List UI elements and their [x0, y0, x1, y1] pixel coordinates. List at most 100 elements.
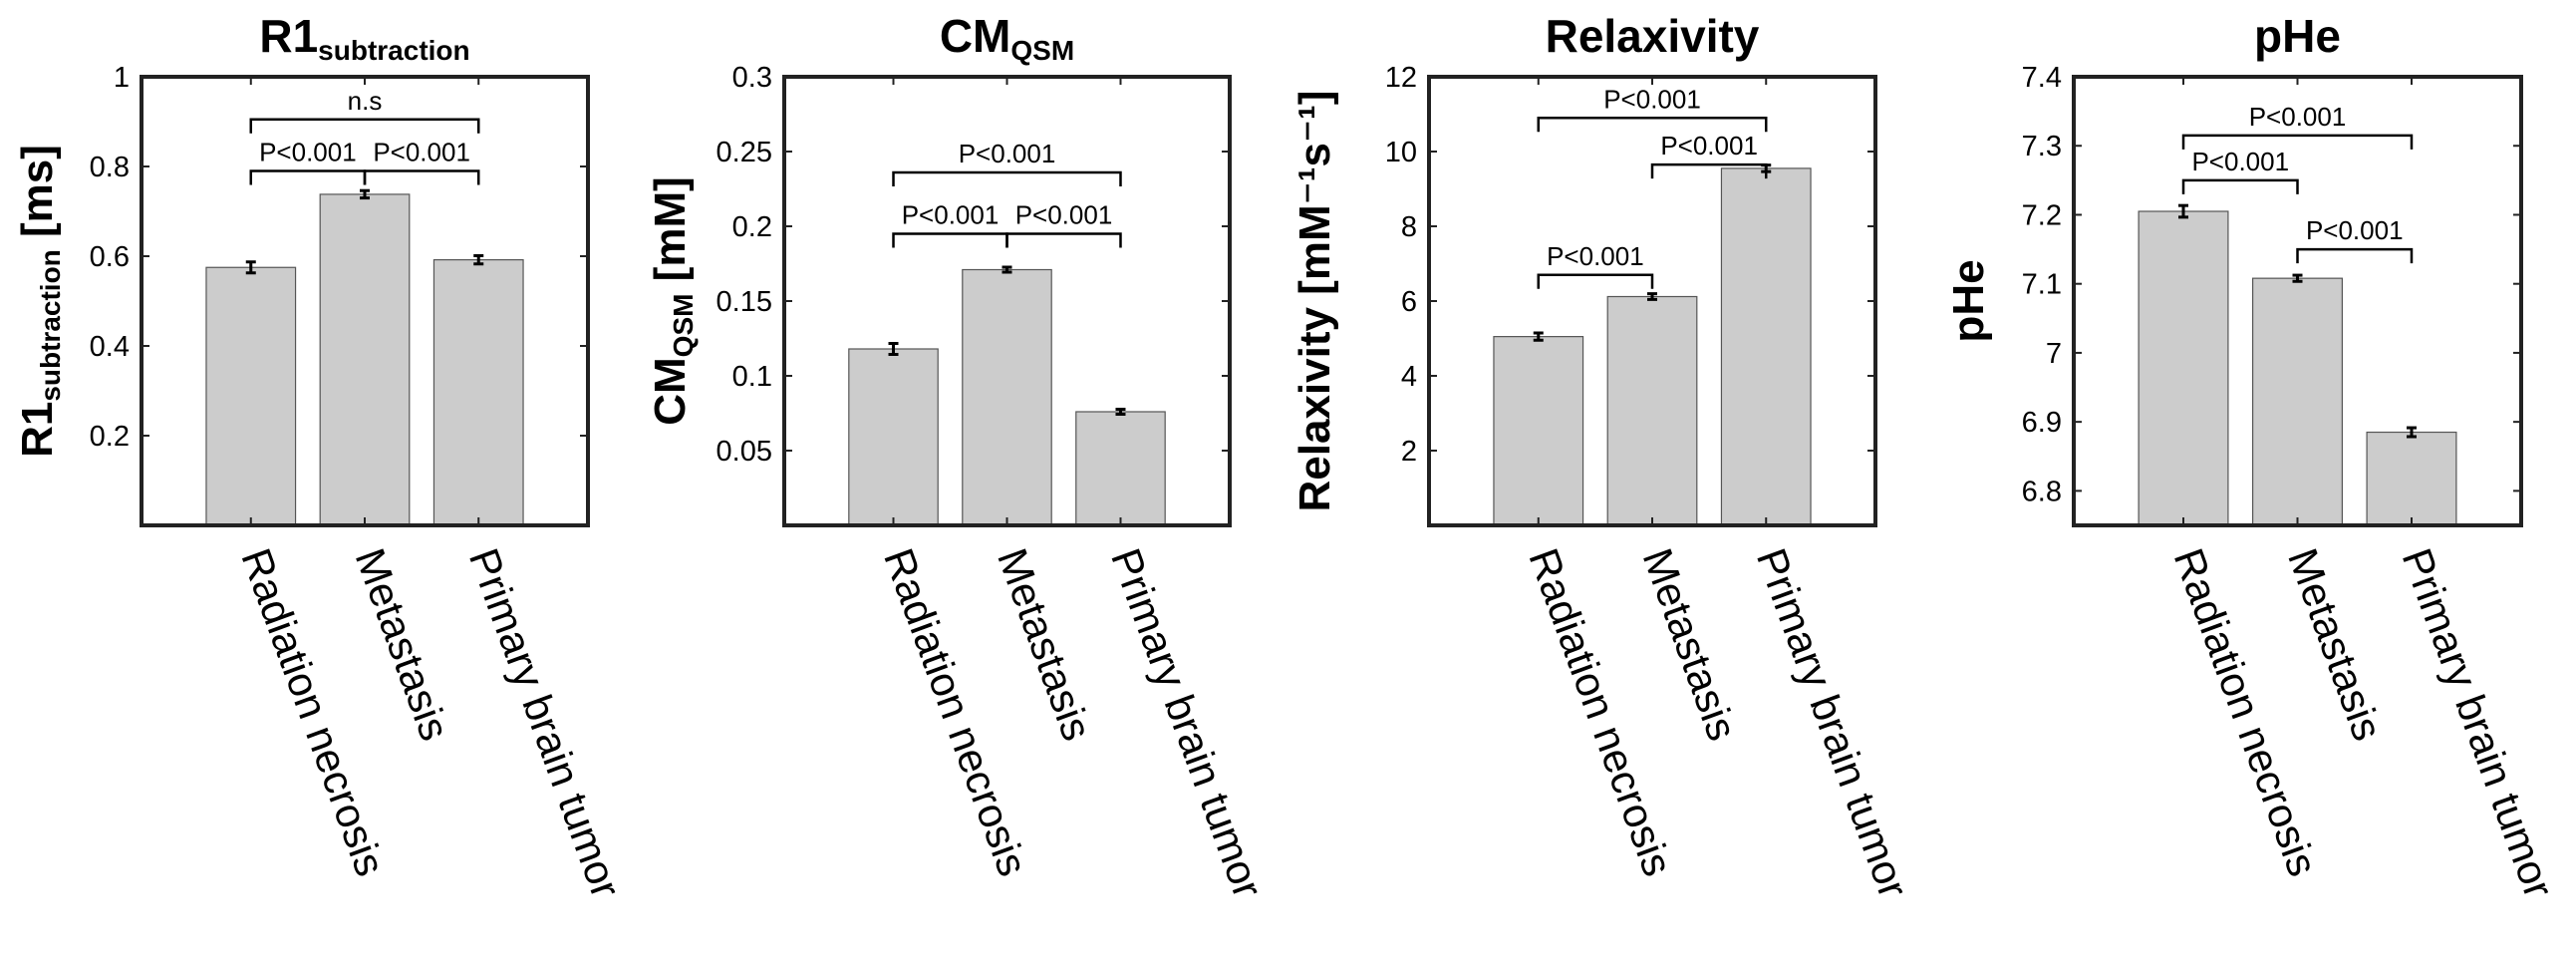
ytick-label-r1-2: 0.6: [90, 241, 130, 273]
significance-label-r1-0: P<0.001: [259, 138, 357, 167]
significance-label-phe-0: P<0.001: [2191, 147, 2289, 176]
y-axis-label-main-relax: Relaxivity [mM⁻¹s⁻¹]: [1290, 91, 1339, 512]
bar-r1-2: [432, 259, 524, 526]
significance-label-phe-2: P<0.001: [2249, 102, 2347, 132]
category-label-phe-2: Primary brain tumor: [2394, 542, 2563, 904]
error-bar-r1-1: [360, 188, 370, 200]
significance-label-relax-1: P<0.001: [1660, 131, 1758, 161]
error-bar-cm-1: [1002, 265, 1012, 274]
category-label-relax-2: Primary brain tumor: [1748, 542, 1917, 904]
error-bar-relax-0: [1533, 331, 1544, 342]
significance-bracket-relax-2: [1537, 117, 1768, 133]
y-axis-label-r1: R1subtraction [ms]: [13, 145, 66, 458]
ytick-label-phe-2: 7: [2046, 338, 2062, 370]
ytick-label-cm-2: 0.15: [716, 286, 772, 318]
significance-bracket-cm-2: [892, 170, 1122, 186]
bar-relax-0: [1493, 336, 1584, 526]
significance-bracket-relax-1: [1650, 162, 1768, 179]
y-axis-label-main-phe: pHe: [1944, 259, 1993, 342]
ytick-label-relax-0: 2: [1401, 436, 1417, 468]
significance-label-cm-1: P<0.001: [1015, 200, 1113, 230]
significance-bracket-cm-1: [1005, 232, 1122, 248]
significance-bracket-phe-2: [2181, 134, 2414, 150]
y-axis-label-cm: CMQSM [mM]: [646, 176, 699, 426]
chart-title-sub-cm: QSM: [1010, 35, 1074, 66]
ytick-label-cm-0: 0.05: [716, 436, 772, 468]
bar-cm-0: [848, 348, 939, 526]
bar-relax-1: [1606, 295, 1698, 526]
chart-title-main-r1: R1: [259, 10, 318, 62]
bar-phe-0: [2138, 210, 2229, 526]
y-axis-label-sub-r1: subtraction: [35, 249, 66, 401]
ytick-label-relax-1: 4: [1401, 361, 1417, 393]
ytick-label-cm-5: 0.3: [732, 62, 772, 94]
significance-bracket-r1-2: [249, 118, 480, 134]
y-axis-label-relax: Relaxivity [mM⁻¹s⁻¹]: [1290, 91, 1339, 512]
chart-title-cm: CMQSM: [940, 10, 1074, 66]
error-bar-phe-2: [2406, 426, 2417, 439]
category-label-r1-2: Primary brain tumor: [460, 542, 630, 904]
significance-bracket-phe-0: [2181, 178, 2299, 194]
significance-bracket-phe-1: [2296, 247, 2414, 264]
ytick-label-relax-4: 10: [1385, 137, 1417, 168]
y-axis-label-sub-cm: QSM: [668, 294, 699, 358]
chart-title-main-relax: Relaxivity: [1546, 10, 1760, 62]
category-label-r1-1: Metastasis: [347, 542, 459, 747]
ytick-label-relax-3: 8: [1401, 211, 1417, 243]
significance-bracket-r1-0: [249, 169, 367, 185]
category-label-cm-2: Primary brain tumor: [1102, 542, 1272, 904]
ytick-label-relax-5: 12: [1385, 62, 1417, 94]
ytick-label-cm-1: 0.1: [732, 361, 772, 393]
ytick-label-phe-5: 7.3: [2022, 131, 2062, 162]
bar-relax-2: [1720, 167, 1812, 526]
ytick-label-relax-2: 6: [1401, 286, 1417, 318]
ytick-label-r1-1: 0.4: [90, 331, 130, 363]
bar-phe-1: [2252, 277, 2344, 526]
significance-label-relax-0: P<0.001: [1547, 241, 1644, 271]
significance-label-relax-2: P<0.001: [1603, 84, 1701, 114]
chart-title-main-cm: CM: [940, 10, 1011, 62]
ytick-label-phe-3: 7.1: [2022, 269, 2062, 301]
significance-label-phe-1: P<0.001: [2306, 215, 2404, 245]
ytick-label-phe-0: 6.8: [2022, 476, 2062, 507]
y-axis-label-phe: pHe: [1944, 259, 1993, 342]
error-bar-cm-0: [888, 342, 899, 356]
y-axis-label-suffix-r1: [ms]: [13, 145, 62, 249]
error-bar-cm-2: [1115, 408, 1126, 416]
ytick-label-cm-4: 0.25: [716, 137, 772, 168]
ytick-label-r1-0: 0.2: [90, 421, 130, 453]
category-label-relax-1: Metastasis: [1634, 542, 1747, 747]
significance-bracket-relax-0: [1537, 273, 1654, 289]
ytick-label-phe-1: 6.9: [2022, 407, 2062, 439]
significance-label-cm-0: P<0.001: [902, 200, 1000, 230]
error-bar-r1-2: [473, 253, 484, 266]
category-label-phe-1: Metastasis: [2279, 542, 2392, 747]
chart-title-relax: Relaxivity: [1546, 10, 1760, 62]
bar-cm-1: [962, 268, 1052, 526]
bar-phe-2: [2366, 431, 2457, 526]
error-bar-relax-1: [1647, 292, 1657, 301]
ytick-label-phe-6: 7.4: [2022, 62, 2062, 94]
bar-cm-2: [1075, 411, 1166, 526]
significance-label-r1-1: P<0.001: [373, 138, 470, 167]
ytick-label-phe-4: 7.2: [2022, 199, 2062, 231]
chart-title-main-phe: pHe: [2254, 10, 2341, 62]
significance-bracket-r1-1: [363, 169, 480, 185]
significance-label-cm-2: P<0.001: [959, 139, 1056, 168]
ytick-label-cm-3: 0.2: [732, 211, 772, 243]
bar-r1-0: [205, 266, 297, 526]
bar-r1-1: [319, 193, 411, 526]
significance-bracket-cm-0: [892, 232, 1008, 248]
error-bar-phe-1: [2292, 273, 2303, 283]
y-axis-label-suffix-cm: [mM]: [646, 176, 695, 293]
error-bar-r1-0: [245, 260, 256, 275]
chart-title-sub-r1: subtraction: [318, 35, 469, 66]
ytick-label-r1-3: 0.8: [90, 152, 130, 183]
y-axis-label-main-r1: R1: [13, 402, 62, 458]
